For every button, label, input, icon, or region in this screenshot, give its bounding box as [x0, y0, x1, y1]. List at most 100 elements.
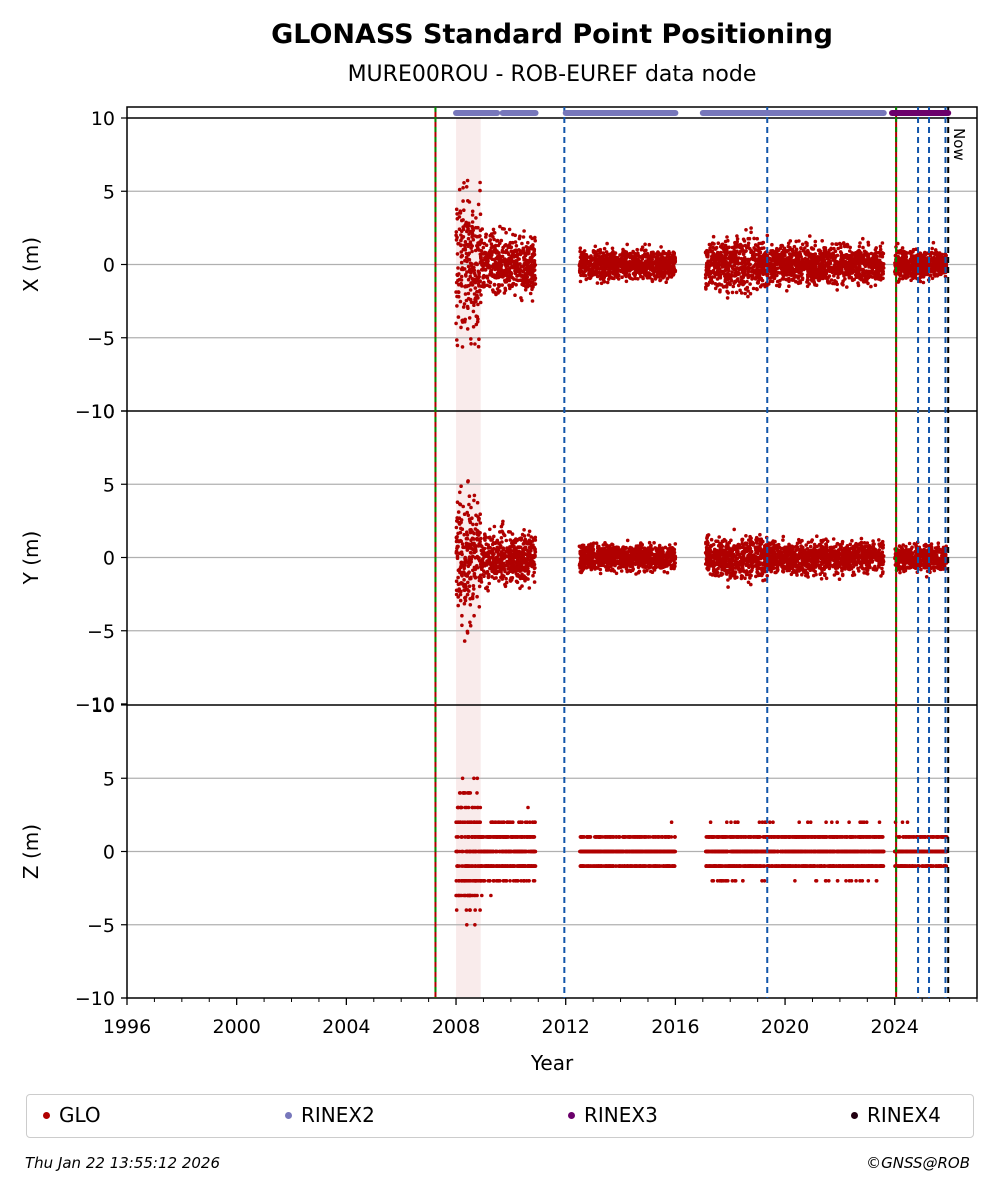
data-point — [667, 543, 672, 547]
data-point — [830, 270, 835, 275]
data-point — [523, 253, 528, 258]
data-point — [718, 289, 722, 294]
data-point — [465, 284, 469, 289]
data-point — [661, 249, 666, 254]
data-point — [642, 248, 647, 253]
data-point — [933, 274, 937, 278]
data-point — [841, 283, 845, 287]
data-point — [720, 242, 724, 247]
data-point — [466, 479, 470, 483]
data-point — [455, 273, 460, 278]
data-point — [497, 251, 501, 256]
data-point — [524, 576, 528, 580]
data-point — [804, 263, 809, 268]
data-point — [468, 288, 473, 292]
data-point — [492, 282, 497, 287]
data-point — [483, 250, 487, 255]
data-point — [475, 564, 479, 568]
data-point — [472, 300, 477, 305]
data-point — [454, 579, 459, 583]
data-point — [754, 275, 758, 279]
data-point — [468, 623, 473, 628]
data-point — [736, 283, 741, 288]
data-point — [835, 253, 840, 258]
data-point — [479, 580, 484, 584]
data-point — [456, 544, 460, 549]
data-point — [470, 277, 475, 281]
data-point — [593, 244, 598, 249]
data-point — [533, 548, 537, 552]
data-point — [672, 261, 676, 265]
data-point — [775, 246, 779, 251]
data-point — [468, 620, 472, 625]
data-point — [470, 232, 475, 237]
data-point — [861, 280, 866, 284]
data-point — [643, 252, 648, 257]
data-point — [829, 278, 834, 282]
data-point — [610, 276, 615, 281]
data-point — [813, 239, 818, 244]
data-point — [484, 267, 488, 272]
data-point — [459, 281, 463, 286]
data-point — [507, 227, 512, 232]
data-point — [510, 265, 514, 270]
data-point — [479, 567, 484, 571]
data-point — [532, 247, 537, 252]
data-point — [610, 246, 615, 251]
data-point — [489, 246, 494, 250]
data-point — [813, 262, 818, 267]
data-point — [746, 257, 750, 262]
data-point — [480, 263, 484, 267]
data-point — [634, 259, 638, 263]
data-point — [609, 253, 613, 257]
data-point — [496, 255, 501, 259]
data-point — [625, 264, 630, 269]
data-point — [904, 272, 908, 276]
data-point — [733, 249, 737, 253]
data-point — [476, 282, 481, 286]
data-point — [529, 256, 534, 260]
data-point — [508, 240, 513, 245]
data-point — [494, 561, 499, 565]
data-point — [490, 264, 494, 269]
data-point — [477, 234, 481, 239]
data-point — [578, 249, 582, 254]
data-point — [856, 281, 860, 285]
data-point — [478, 188, 482, 193]
data-point — [479, 241, 484, 245]
data-point — [461, 218, 465, 222]
data-point — [470, 213, 475, 217]
data-point — [881, 269, 885, 274]
data-point — [462, 302, 467, 306]
data-point — [481, 245, 486, 250]
data-point — [772, 272, 776, 276]
data-point — [778, 282, 782, 287]
data-point — [486, 543, 491, 547]
data-point — [503, 582, 507, 587]
data-point — [461, 199, 465, 203]
data-point — [505, 264, 510, 268]
data-point — [458, 598, 463, 603]
data-point — [470, 220, 475, 224]
data-point — [735, 234, 739, 238]
data-point — [471, 592, 475, 596]
data-point — [834, 261, 839, 266]
data-point — [598, 277, 603, 281]
data-point — [476, 344, 481, 349]
data-point — [461, 186, 465, 190]
data-point — [466, 236, 471, 241]
data-point — [717, 275, 722, 279]
data-point — [650, 279, 655, 284]
data-point — [455, 516, 460, 520]
data-point — [908, 268, 913, 272]
data-point — [459, 267, 464, 272]
data-point — [741, 252, 746, 256]
data-point — [480, 227, 485, 231]
data-point — [469, 505, 473, 510]
data-point — [830, 242, 834, 246]
data-point — [878, 254, 882, 258]
data-point — [459, 274, 464, 279]
data-point — [751, 276, 755, 280]
data-point — [870, 268, 875, 273]
data-point — [473, 543, 477, 547]
